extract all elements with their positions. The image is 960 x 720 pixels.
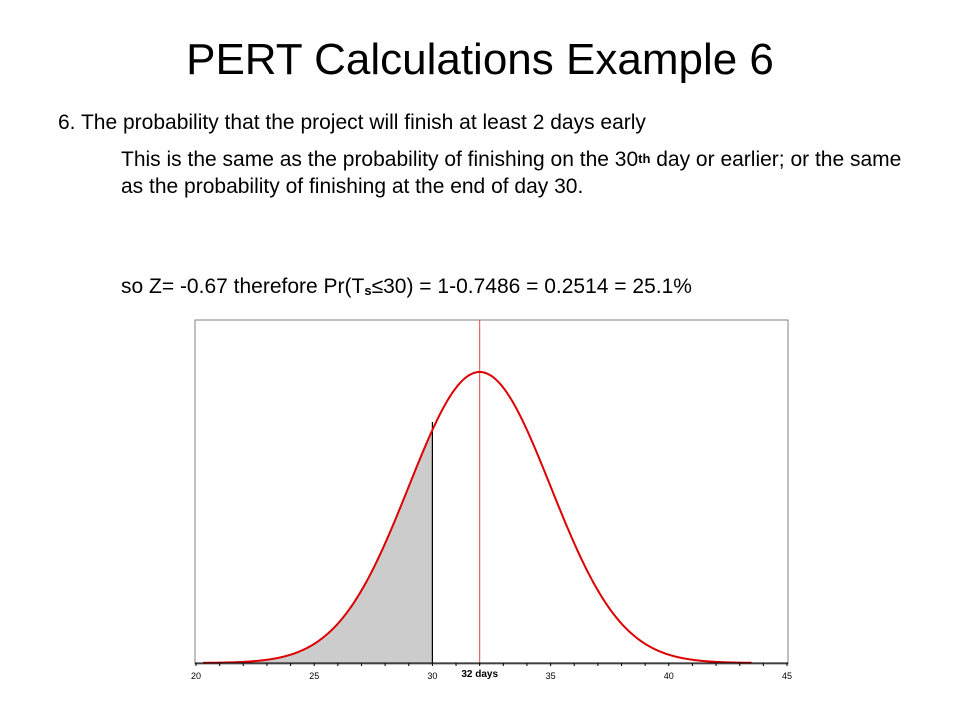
x-axis-tick-label: 45	[782, 671, 792, 681]
normal-distribution-chart: 20 25 30 35 40 45 32 days	[191, 319, 792, 681]
calculation-line: so Z= -0.67 therefore Pr(Ts≤30) = 1-0.74…	[121, 273, 692, 302]
mean-label: 32 days	[461, 669, 498, 680]
x-axis-tick-label: 40	[664, 671, 674, 681]
body-text-part2: day or earlier; or the same as the proba…	[121, 148, 902, 198]
chart-frame	[194, 319, 789, 665]
slide-title: PERT Calculations Example 6	[186, 35, 774, 84]
x-axis-tick-label: 25	[309, 671, 319, 681]
calc-suffix: ≤30) = 1-0.7486 = 0.2514 = 25.1%	[371, 275, 692, 298]
item-heading: 6. The probability that the project will…	[58, 110, 646, 136]
body-text-part1: This is the same as the probability of f…	[121, 148, 639, 171]
x-axis-tick-label: 20	[191, 671, 201, 681]
body-superscript: th	[638, 151, 651, 166]
x-axis-ticks	[195, 663, 788, 666]
shaded-probability-area	[196, 429, 433, 663]
item-number: 6.	[58, 111, 76, 134]
calc-prefix: so Z= -0.67 therefore Pr(T	[121, 275, 365, 298]
item-body: This is the same as the probability of f…	[121, 146, 921, 200]
calc-subscript: s	[364, 283, 372, 298]
item-heading-text: The probability that the project will fi…	[80, 111, 646, 134]
x-axis-tick-label: 30	[427, 671, 437, 681]
x-axis-tick-label: 35	[546, 671, 556, 681]
x-axis-tick-labels: 20 25 30 35 40 45	[191, 671, 792, 681]
normal-curve	[203, 370, 752, 664]
